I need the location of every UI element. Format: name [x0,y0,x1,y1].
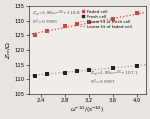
Text: $R^2$=0.9990: $R^2$=0.9990 [32,18,58,27]
Text: $Z_{re}$=1.89$\omega^{-0.5}$+107.1: $Z_{re}$=1.89$\omega^{-0.5}$+107.1 [90,68,138,78]
X-axis label: $\omega^{-1/2}$/(s$^{-1/2}$): $\omega^{-1/2}$/(s$^{-1/2}$) [70,104,104,115]
Text: $R^2$=0.9997: $R^2$=0.9997 [90,77,116,87]
Y-axis label: $Z_{re}$/Ω: $Z_{re}$/Ω [4,41,13,59]
Legend: Faded cell, Fresh cell, Linear fit of fresh cell, Linear fit of faded cell: Faded cell, Fresh cell, Linear fit of fr… [80,9,132,29]
Text: $Z_{re}$=3.88$\omega^{-0.5}$+116.8: $Z_{re}$=3.88$\omega^{-0.5}$+116.8 [32,8,81,18]
